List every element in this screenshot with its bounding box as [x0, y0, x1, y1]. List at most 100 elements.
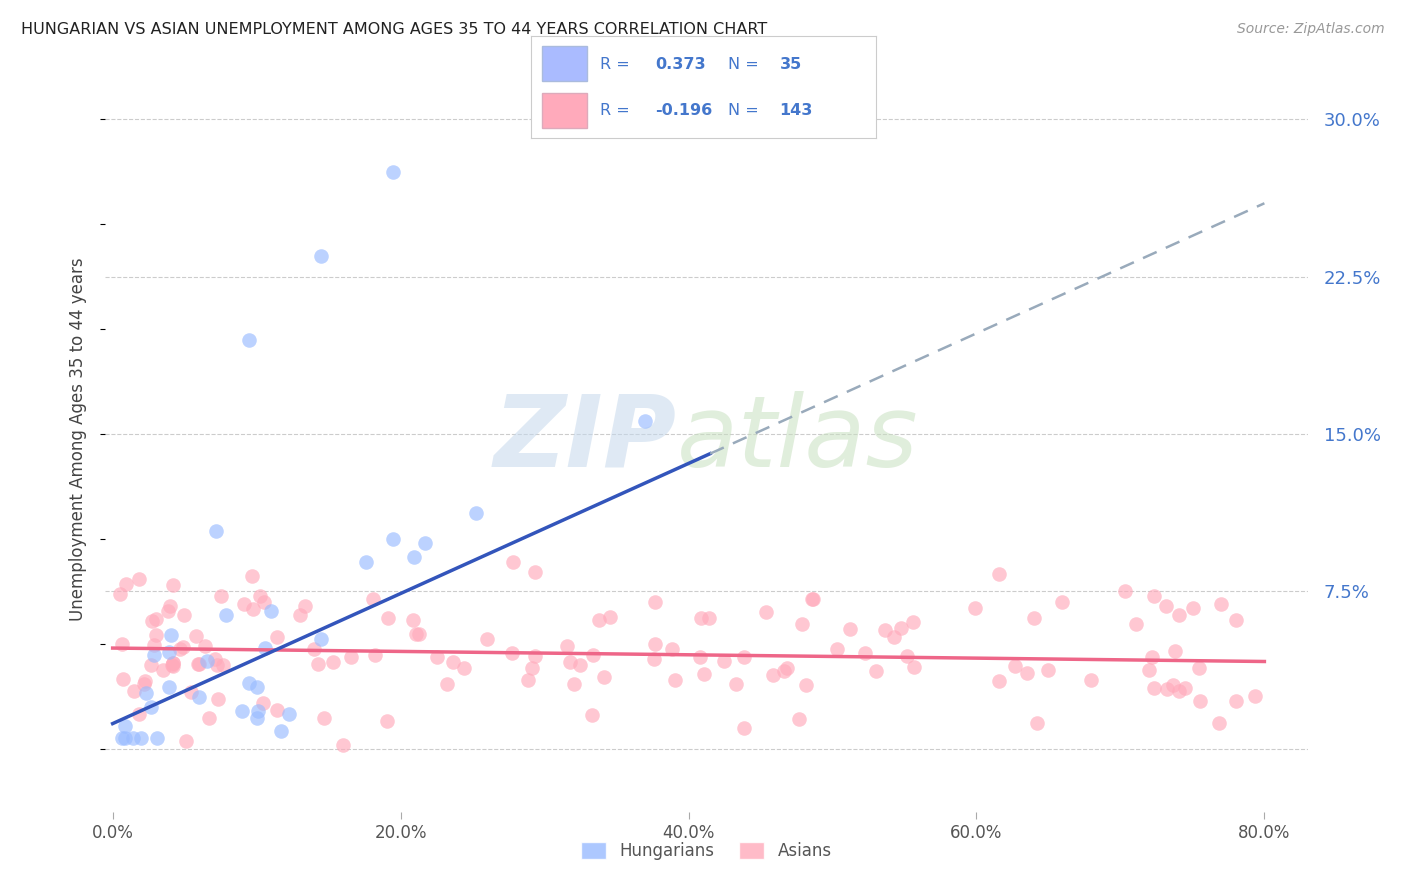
Point: [142, 638, 165, 652]
Point: [169, 641, 191, 656]
Point: [159, 599, 181, 613]
Point: [1026, 715, 1049, 730]
Point: [382, 165, 405, 179]
Point: [1142, 650, 1164, 665]
Point: [247, 704, 270, 718]
Point: [311, 249, 333, 263]
Point: [197, 711, 219, 725]
Point: [173, 608, 195, 623]
Point: [582, 648, 605, 662]
Point: [375, 714, 398, 728]
Point: [207, 692, 229, 706]
Point: [180, 684, 202, 698]
Point: [162, 659, 184, 673]
Point: [713, 654, 735, 668]
Point: [773, 664, 796, 678]
Point: [644, 595, 666, 609]
Point: [145, 612, 167, 626]
Point: [865, 665, 887, 679]
Point: [569, 657, 592, 672]
Point: [240, 568, 263, 582]
Point: [157, 680, 180, 694]
Point: [312, 711, 335, 725]
Point: [260, 604, 283, 618]
Point: [122, 731, 145, 746]
Point: [890, 621, 912, 635]
Point: [382, 532, 405, 546]
Point: [963, 601, 986, 615]
Point: [1114, 584, 1136, 599]
Text: 143: 143: [779, 103, 813, 118]
Point: [111, 731, 134, 746]
Point: [901, 615, 924, 629]
Point: [1167, 607, 1189, 622]
Point: [555, 640, 578, 654]
Point: [1015, 666, 1038, 681]
Point: [1243, 689, 1265, 703]
Point: [131, 731, 153, 746]
Point: [194, 639, 217, 653]
Point: [1209, 597, 1232, 611]
Point: [209, 589, 232, 603]
Point: [408, 626, 430, 640]
Point: [1154, 599, 1177, 614]
Point: [110, 587, 132, 601]
Point: [128, 573, 150, 587]
Point: [801, 591, 824, 606]
Point: [762, 667, 785, 681]
Point: [517, 673, 540, 687]
Point: [464, 506, 486, 520]
Point: [114, 719, 136, 733]
Point: [1188, 661, 1211, 675]
Point: [1156, 681, 1178, 696]
Point: [1024, 611, 1046, 625]
Point: [174, 734, 197, 748]
Point: [115, 577, 138, 591]
Point: [873, 624, 896, 638]
Point: [1188, 694, 1211, 708]
Point: [502, 554, 524, 568]
Point: [1164, 644, 1187, 658]
Point: [114, 731, 136, 746]
Point: [501, 646, 523, 660]
Point: [413, 536, 436, 550]
Point: [294, 599, 316, 614]
Y-axis label: Unemployment Among Ages 35 to 44 years: Unemployment Among Ages 35 to 44 years: [69, 258, 87, 621]
Point: [1208, 715, 1230, 730]
Point: [162, 656, 184, 670]
Point: [644, 637, 666, 651]
Point: [1142, 681, 1164, 695]
Point: [1181, 601, 1204, 615]
Point: [122, 684, 145, 698]
Point: [558, 655, 581, 669]
Text: N =: N =: [728, 57, 763, 72]
Point: [188, 690, 211, 704]
Point: [436, 677, 458, 691]
Point: [827, 642, 849, 657]
Point: [162, 577, 184, 591]
Point: [853, 646, 876, 660]
Point: [145, 628, 167, 642]
Point: [152, 664, 174, 678]
Point: [311, 632, 333, 646]
Point: [475, 632, 498, 647]
Point: [1125, 616, 1147, 631]
Point: [801, 592, 824, 607]
Point: [1080, 673, 1102, 688]
Text: -0.196: -0.196: [655, 103, 713, 118]
Point: [733, 721, 755, 735]
Point: [246, 680, 269, 694]
Point: [187, 657, 209, 671]
Point: [253, 640, 276, 655]
Point: [1143, 590, 1166, 604]
Point: [232, 597, 254, 611]
Point: [252, 696, 274, 710]
Point: [253, 595, 276, 609]
Point: [111, 637, 134, 651]
Point: [340, 649, 363, 664]
Point: [588, 613, 610, 627]
Point: [453, 661, 475, 675]
Point: [1161, 678, 1184, 692]
Point: [520, 661, 543, 675]
Point: [160, 657, 183, 672]
